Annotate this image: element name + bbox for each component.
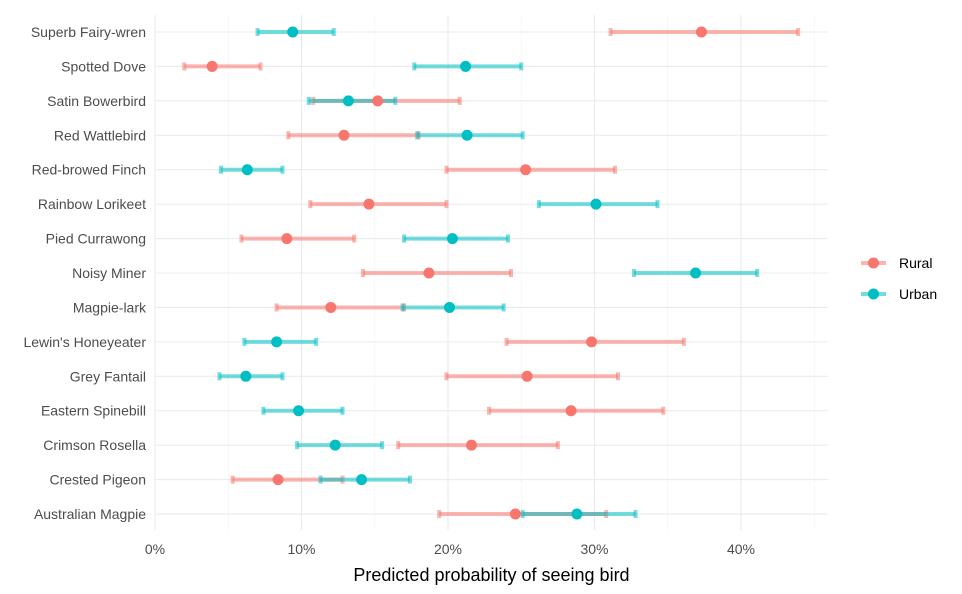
y-tick-label: Australian Magpie: [34, 506, 146, 522]
data-point: [590, 198, 602, 210]
data-point: [272, 474, 284, 486]
data-point: [338, 129, 350, 141]
data-point: [271, 336, 283, 348]
y-tick-label: Spotted Dove: [61, 58, 146, 74]
x-axis-title: Predicted probability of seeing bird: [353, 565, 629, 585]
x-axis-labels: 0% 10% 20% 30% 40%: [145, 541, 755, 557]
y-tick-label: Satin Bowerbird: [47, 93, 146, 109]
legend-label: Urban: [899, 286, 937, 302]
data-point: [571, 508, 583, 520]
x-tick-label: 30%: [580, 541, 608, 557]
legend-key-point: [868, 257, 879, 269]
y-tick-label: Noisy Miner: [72, 265, 146, 281]
y-tick-label: Red-browed Finch: [32, 162, 146, 178]
legend-label: Rural: [899, 255, 932, 271]
y-axis-labels: Superb Fairy-wren Spotted Dove Satin Bower…: [23, 24, 147, 522]
y-tick-label: Pied Currawong: [46, 231, 146, 247]
data-point: [329, 439, 341, 451]
data-point: [241, 164, 253, 176]
y-tick-label: Grey Fantail: [70, 368, 146, 384]
data-point: [690, 267, 702, 279]
y-tick-label: Magpie-lark: [73, 299, 147, 315]
data-point: [565, 405, 577, 417]
data-point: [240, 370, 252, 382]
data-point: [342, 95, 354, 107]
data-point: [372, 95, 384, 107]
x-tick-label: 20%: [434, 541, 462, 557]
data-point: [325, 301, 337, 313]
y-tick-label: Crested Pigeon: [49, 472, 146, 488]
data-point: [520, 164, 532, 176]
points-urban: [240, 26, 702, 520]
y-tick-label: Eastern Spinebill: [41, 403, 146, 419]
y-tick-label: Crimson Rosella: [43, 437, 146, 453]
legend-key-point: [868, 288, 879, 300]
y-tick-label: Lewin's Honeyeater: [23, 334, 146, 350]
y-tick-label: Rainbow Lorikeet: [38, 196, 146, 212]
data-point: [281, 233, 293, 245]
data-point: [446, 233, 458, 245]
data-point: [206, 60, 218, 72]
y-tick-label: Superb Fairy-wren: [31, 24, 146, 40]
data-point: [356, 474, 368, 486]
data-point: [465, 439, 477, 451]
points-rural: [206, 26, 707, 520]
data-point: [363, 198, 375, 210]
legend: Rural Urban: [861, 255, 937, 302]
data-point: [509, 508, 521, 520]
data-point: [521, 370, 533, 382]
data-point: [423, 267, 435, 279]
data-point: [695, 26, 707, 38]
x-tick-label: 10%: [287, 541, 315, 557]
data-point: [293, 405, 305, 417]
data-point: [461, 129, 473, 141]
data-marks: [182, 26, 801, 520]
y-tick-label: Red Wattlebird: [54, 127, 146, 143]
x-tick-label: 0%: [145, 541, 165, 557]
data-point: [586, 336, 598, 348]
data-point: [287, 26, 299, 38]
data-point: [460, 60, 472, 72]
x-tick-label: 40%: [727, 541, 755, 557]
data-point: [443, 301, 455, 313]
